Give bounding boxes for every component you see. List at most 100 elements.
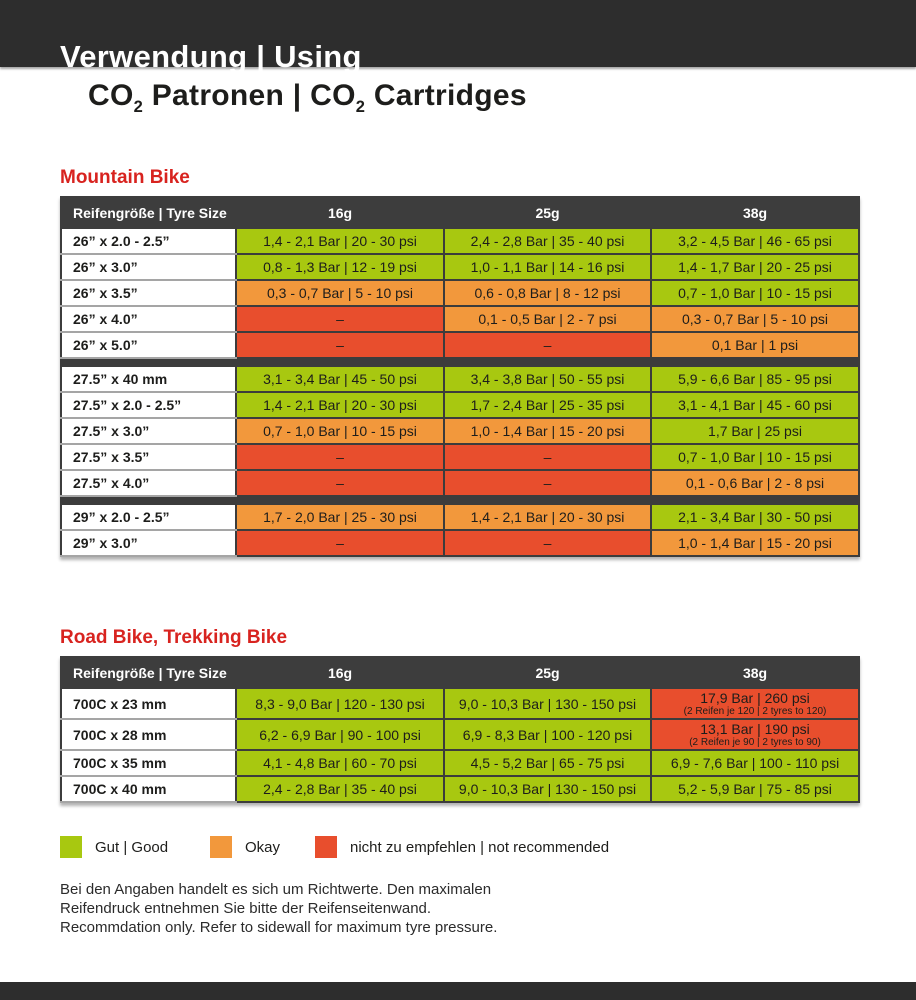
pressure-cell: 2,4 - 2,8 Bar | 35 - 40 psi [443, 227, 652, 255]
table-row: 29” x 2.0 - 2.5” 1,7 - 2,0 Bar | 25 - 30 … [60, 503, 860, 531]
pressure-value: 1,4 - 2,1 Bar | 20 - 30 psi [263, 397, 417, 413]
pressure-value: 1,7 Bar | 25 psi [708, 423, 802, 439]
pressure-cell: – [443, 529, 652, 557]
tyre-size-cell: 26” x 2.0 - 2.5” [60, 227, 237, 255]
table-row: 700C x 23 mm 8,3 - 9,0 Bar | 120 - 130 ps… [60, 687, 860, 720]
pressure-cell: 2,1 - 3,4 Bar | 30 - 50 psi [650, 503, 860, 531]
table-row: 27.5” x 2.0 - 2.5” 1,4 - 2,1 Bar | 20 - 3… [60, 391, 860, 419]
pressure-value: 1,7 - 2,4 Bar | 25 - 35 psi [470, 397, 625, 413]
table-row: 27.5” x 3.5” – – 0,7 - 1,0 Bar | 10 - 15 ps… [60, 443, 860, 471]
tyre-size-cell: 700C x 40 mm [60, 775, 237, 803]
legend-item-good: Gut | Good [60, 836, 168, 858]
tyre-size-cell: 26” x 4.0” [60, 305, 237, 333]
pressure-value: 0,1 Bar | 1 psi [711, 337, 799, 353]
pressure-cell: 0,7 - 1,0 Bar | 10 - 15 psi [235, 417, 445, 445]
pressure-value: 0,3 - 0,7 Bar | 5 - 10 psi [681, 311, 829, 327]
pressure-cell: 1,4 - 1,7 Bar | 20 - 25 psi [650, 253, 860, 281]
pressure-cell: 0,7 - 1,0 Bar | 10 - 15 psi [650, 443, 860, 471]
pressure-cell: 2,4 - 2,8 Bar | 35 - 40 psi [235, 775, 445, 803]
table-row: 29” x 3.0” – – 1,0 - 1,4 Bar | 15 - 20 psi [60, 529, 860, 557]
top-banner: Verwendung | Using [0, 0, 916, 72]
pressure-value: – [336, 337, 344, 353]
pressure-value: 2,4 - 2,8 Bar | 35 - 40 psi [470, 233, 625, 249]
tyre-size-cell: 27.5” x 40 mm [60, 365, 237, 393]
pressure-cell: 4,1 - 4,8 Bar | 60 - 70 psi [235, 749, 445, 777]
pressure-cell: 3,2 - 4,5 Bar | 46 - 65 psi [650, 227, 860, 255]
pressure-value: 8,3 - 9,0 Bar | 120 - 130 psi [255, 695, 425, 712]
cartridge-column-header: 16g [235, 656, 445, 689]
pressure-value: 0,1 - 0,6 Bar | 2 - 8 psi [685, 475, 825, 491]
pressure-value: 1,4 - 1,7 Bar | 20 - 25 psi [678, 259, 832, 275]
tyre-size-cell: 29” x 2.0 - 2.5” [60, 503, 237, 531]
tyre-size-cell: 27.5” x 2.0 - 2.5” [60, 391, 237, 419]
pressure-cell: 5,2 - 5,9 Bar | 75 - 85 psi [650, 775, 860, 803]
tyre-size-cell: 27.5” x 3.5” [60, 443, 237, 471]
pressure-cell: 0,6 - 0,8 Bar | 8 - 12 psi [443, 279, 652, 307]
pressure-cell: – [235, 469, 445, 497]
pressure-cell: – [235, 305, 445, 333]
table-row: 26” x 4.0” – 0,1 - 0,5 Bar | 2 - 7 psi 0,3 … [60, 305, 860, 333]
tyre-size-column-header: Reifengröße | Tyre Size [60, 196, 237, 229]
pressure-value: 0,1 - 0,5 Bar | 2 - 7 psi [478, 311, 617, 327]
pressure-value: – [336, 475, 344, 491]
section-separator [60, 495, 860, 505]
pressure-cell: 1,4 - 2,1 Bar | 20 - 30 psi [235, 391, 445, 419]
cartridge-column-header: 38g [650, 656, 860, 689]
pressure-value: 1,7 - 2,0 Bar | 25 - 30 psi [263, 509, 417, 525]
page-title: Verwendung | Using [60, 39, 362, 74]
legend-item-not-recommended: nicht zu empfehlen | not recommended [315, 836, 609, 858]
pressure-cell: 0,3 - 0,7 Bar | 5 - 10 psi [235, 279, 445, 307]
pressure-value: 3,4 - 3,8 Bar | 50 - 55 psi [470, 371, 625, 387]
pressure-value: 9,0 - 10,3 Bar | 130 - 150 psi [458, 781, 637, 797]
tyre-size-cell: 700C x 35 mm [60, 749, 237, 777]
pressure-cell: 1,0 - 1,4 Bar | 15 - 20 psi [650, 529, 860, 557]
table-body: 700C x 23 mm 8,3 - 9,0 Bar | 120 - 130 ps… [60, 687, 860, 803]
road-bike-table-container: Reifengröße | Tyre Size 16g 25g 38g 700C x 2… [60, 656, 860, 803]
subtitle-subscript: 2 [355, 98, 366, 116]
tyre-size-cell: 29” x 3.0” [60, 529, 237, 557]
tyre-size-cell: 700C x 28 mm [60, 718, 237, 751]
pressure-value: 1,4 - 2,1 Bar | 20 - 30 psi [263, 233, 417, 249]
disclaimer-english: Recommdation only. Refer to sidewall for… [60, 919, 498, 936]
pressure-value: 2,4 - 2,8 Bar | 35 - 40 psi [263, 781, 417, 797]
road-trekking-bike-table: Reifengröße | Tyre Size 16g 25g 38g 700C x 2… [60, 656, 860, 803]
table-row: 26” x 3.5” 0,3 - 0,7 Bar | 5 - 10 psi 0,6 … [60, 279, 860, 307]
pressure-value: – [336, 535, 344, 551]
pressure-cell: 4,5 - 5,2 Bar | 65 - 75 psi [443, 749, 652, 777]
pressure-cell: – [235, 529, 445, 557]
pressure-cell: 6,2 - 6,9 Bar | 90 - 100 psi [235, 718, 445, 751]
pressure-cell: – [443, 331, 652, 359]
pressure-note: (2 Reifen je 120 | 2 tyres to 120) [683, 706, 827, 717]
pressure-cell: 8,3 - 9,0 Bar | 120 - 130 psi [235, 687, 445, 720]
pressure-cell: 0,1 Bar | 1 psi [650, 331, 860, 359]
section-heading-mountain-bike: Mountain Bike [60, 167, 190, 188]
tyre-size-cell: 26” x 3.5” [60, 279, 237, 307]
subtitle-text: Patronen | CO [143, 79, 356, 112]
pressure-note: (2 Reifen je 90 | 2 tyres to 90) [689, 737, 821, 748]
pressure-value: 0,3 - 0,7 Bar | 5 - 10 psi [266, 285, 414, 301]
footnotes: Bei den Angaben handelt es sich um Richt… [60, 880, 515, 937]
table-row: 27.5” x 3.0” 0,7 - 1,0 Bar | 10 - 15 psi 1… [60, 417, 860, 445]
pressure-value: 1,0 - 1,4 Bar | 15 - 20 psi [678, 535, 832, 551]
pressure-value: 6,9 - 7,6 Bar | 100 - 110 psi [670, 755, 840, 771]
pressure-value: – [543, 337, 552, 353]
pressure-cell: 9,0 - 10,3 Bar | 130 - 150 psi [443, 775, 652, 803]
legend-label-good: Gut | Good [95, 838, 169, 856]
good-color-swatch [60, 836, 82, 858]
separator-cell [60, 495, 860, 505]
pressure-cell: 1,0 - 1,1 Bar | 14 - 16 psi [443, 253, 652, 281]
mountain-bike-table-container: Reifengröße | Tyre Size 16g 25g 38g 26” x 2.… [60, 196, 860, 557]
separator-cell [60, 357, 860, 367]
tyre-size-cell: 27.5” x 4.0” [60, 469, 237, 497]
page-subtitle: CO2 Patronen | CO2 Cartridges [88, 81, 527, 116]
pressure-cell: 0,1 - 0,6 Bar | 2 - 8 psi [650, 469, 860, 497]
pressure-value: 5,9 - 6,6 Bar | 85 - 95 psi [678, 371, 832, 387]
pressure-value: 3,1 - 3,4 Bar | 45 - 50 psi [263, 371, 417, 387]
table-row: 700C x 28 mm 6,2 - 6,9 Bar | 90 - 100 psi… [60, 718, 860, 751]
legend-label-not-recommended: nicht zu empfehlen | not recommended [350, 838, 610, 856]
table-row: 700C x 40 mm 2,4 - 2,8 Bar | 35 - 40 psi 9… [60, 775, 860, 803]
pressure-value: 9,0 - 10,3 Bar | 130 - 150 psi [458, 695, 637, 712]
bottom-banner [0, 982, 916, 1000]
table-row: 26” x 5.0” – – 0,1 Bar | 1 psi [60, 331, 860, 359]
pressure-cell: 1,0 - 1,4 Bar | 15 - 20 psi [443, 417, 652, 445]
